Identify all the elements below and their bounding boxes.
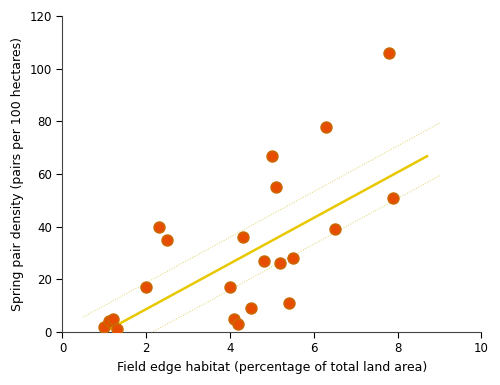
Point bbox=[284, 300, 292, 306]
Point bbox=[238, 234, 246, 240]
Point bbox=[226, 284, 234, 290]
Point bbox=[230, 316, 238, 322]
Point bbox=[104, 318, 112, 325]
Point bbox=[113, 326, 121, 332]
Point bbox=[142, 284, 150, 290]
Point bbox=[390, 195, 398, 201]
Point bbox=[268, 152, 276, 159]
Point bbox=[100, 323, 108, 330]
Point bbox=[331, 226, 339, 233]
Y-axis label: Spring pair density (pairs per 100 hectares): Spring pair density (pairs per 100 hecta… bbox=[11, 37, 24, 311]
X-axis label: Field edge habitat (percentage of total land area): Field edge habitat (percentage of total … bbox=[117, 361, 427, 374]
Point bbox=[155, 224, 163, 230]
Point bbox=[386, 50, 394, 56]
Point bbox=[260, 258, 268, 264]
Point bbox=[247, 305, 255, 311]
Point bbox=[163, 237, 171, 243]
Point bbox=[272, 184, 280, 190]
Point bbox=[276, 260, 284, 266]
Point bbox=[322, 124, 330, 130]
Point bbox=[289, 255, 297, 261]
Point bbox=[108, 316, 116, 322]
Point bbox=[234, 321, 242, 327]
